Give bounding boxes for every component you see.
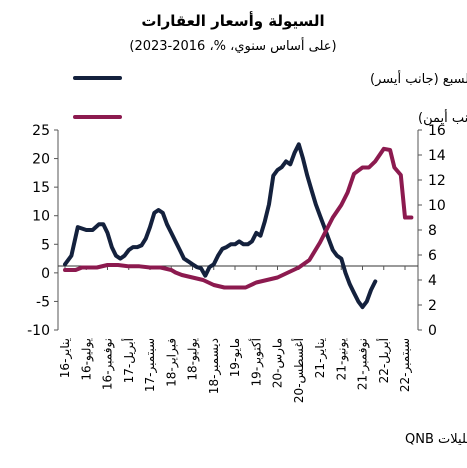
y-left-tick-label: 20 [32,152,50,168]
x-tick-label: أكتوبر-19 [248,338,264,386]
y-left-tick-label: -5 [36,294,50,310]
x-tick-label: يونيو-21 [334,338,349,380]
y-left-tick-label: 0 [41,266,50,282]
x-tick-label: يناير-21 [313,338,328,378]
y-right-tick-label: 4 [428,273,437,289]
y-left-tick-label: 15 [32,180,50,196]
x-tick-label: أبريل-22 [376,338,392,383]
x-tick-label: أغسطس-20 [291,338,307,403]
chart-subtitle: (على أساس سنوي، %، 2016-2023) [129,37,336,54]
y-axis-right: 16 14 12 10 8 6 4 2 0 [418,123,446,339]
x-tick-label: يوليو-18 [186,338,201,381]
y-right-tick-label: 14 [428,148,446,164]
legend: إمدادات النقد في مجموعة السبع (جانب أيسر… [73,70,467,126]
y-right-tick-label: 6 [428,248,437,264]
y-left-tick-label: -10 [27,323,50,339]
x-tick-label: يوليو-16 [79,338,94,381]
x-tick-label: سبتمبر-17 [143,338,158,392]
x-tick-label: نوفمبر-21 [356,338,371,390]
y-left-tick-label: 25 [32,123,50,139]
y-left-tick-label: 10 [32,209,50,225]
y-right-tick-label: 16 [428,123,446,139]
series-line-house-prices [63,146,414,290]
y-right-tick-label: 2 [428,298,437,314]
y-right-tick-label: 8 [428,223,437,239]
x-tick-label: مايو-19 [228,338,243,377]
y-left-tick-label: 5 [41,237,50,253]
legend-label-house-prices: أسعار العقارات في الاقتصادات المتقدمة (ج… [418,109,467,126]
series-lines [63,142,414,310]
x-tick-label: ديسمبر-18 [207,338,222,394]
y-right-tick-label: 10 [428,198,446,214]
x-tick-label: يناير-16 [58,338,73,378]
x-tick-label: نوفمبر-16 [101,338,116,390]
y-right-tick-label: 0 [428,323,437,339]
x-tick-label: فبراير-18 [164,338,179,387]
chart-title: السيولة وأسعار العقارات [141,11,324,30]
x-tick-label: مارس-20 [271,338,286,388]
y-right-tick-label: 12 [428,173,446,189]
y-axis-left: 25 20 15 10 5 0 -5 -10 [27,123,58,339]
source-note: المصادر: هيفر، بنك التسويات الدولية، تحل… [405,432,467,447]
x-tick-label: أبريل-17 [121,338,137,383]
x-axis: يناير-16 يوليو-16 نوفمبر-16 أبريل-17 سبتمبر-… [58,266,413,403]
x-tick-label: سبتمبر-22 [398,338,413,392]
legend-label-money-supply: إمدادات النقد في مجموعة السبع (جانب أيسر… [370,70,467,87]
